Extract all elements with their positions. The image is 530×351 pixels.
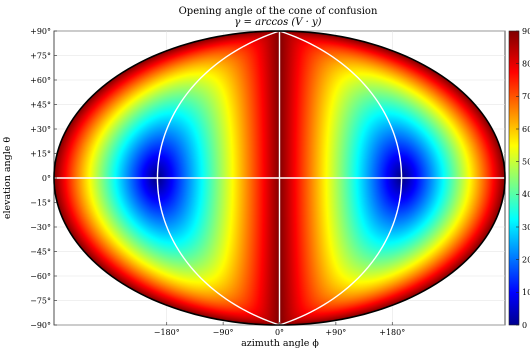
y-tick-label: +45° xyxy=(30,100,51,109)
x-tick-label: 0° xyxy=(275,328,284,337)
y-axis-label: elevation angle θ xyxy=(2,137,13,220)
y-tick-label: −15° xyxy=(30,198,51,207)
x-axis: −180° −90° 0° +90° +180° xyxy=(154,322,405,337)
colorbar-tick-label: 0 xyxy=(522,321,527,330)
colorbar-tick-label: 50 xyxy=(522,157,530,166)
y-tick-label: −30° xyxy=(30,223,51,232)
x-tick-label: +180° xyxy=(379,328,405,337)
colorbar-tick-label: 30 xyxy=(522,223,530,232)
y-tick-label: +15° xyxy=(30,149,51,158)
colorbar-tick-label: 20 xyxy=(522,255,530,264)
colorbar xyxy=(508,30,520,326)
chart-subtitle: γ = arccos (V · y) xyxy=(234,17,321,28)
colorbar-ticks: 0 10 20 30 40 50 60 70 80 90 xyxy=(516,27,530,330)
colorbar-tick-label: 60 xyxy=(522,125,530,134)
y-tick-label: 0° xyxy=(42,174,51,183)
y-tick-label: −75° xyxy=(30,296,51,305)
chart-title: Opening angle of the cone of confusion xyxy=(179,6,378,17)
overlay-lines xyxy=(54,30,505,326)
x-axis-label: azimuth angle ϕ xyxy=(241,338,319,349)
y-tick-label: −45° xyxy=(30,247,51,256)
colorbar-tick-label: 70 xyxy=(522,92,530,101)
x-tick-label: +90° xyxy=(325,328,346,337)
y-tick-label: −90° xyxy=(30,321,51,330)
y-tick-label: +30° xyxy=(30,125,51,134)
x-tick-label: −90° xyxy=(213,328,234,337)
y-tick-label: −60° xyxy=(30,272,51,281)
y-tick-label: +90° xyxy=(30,27,51,36)
colorbar-tick-label: 90 xyxy=(522,27,530,36)
y-axis: +90° +75° +60° +45° +30° +15° 0° −15° −30° −45° −6… xyxy=(30,27,57,330)
y-tick-label: +75° xyxy=(30,51,51,60)
y-tick-label: +60° xyxy=(30,76,51,85)
colorbar-tick-label: 10 xyxy=(522,288,530,297)
colorbar-tick-label: 80 xyxy=(522,59,530,68)
colorbar-tick-label: 40 xyxy=(522,190,530,199)
x-tick-label: −180° xyxy=(154,328,180,337)
